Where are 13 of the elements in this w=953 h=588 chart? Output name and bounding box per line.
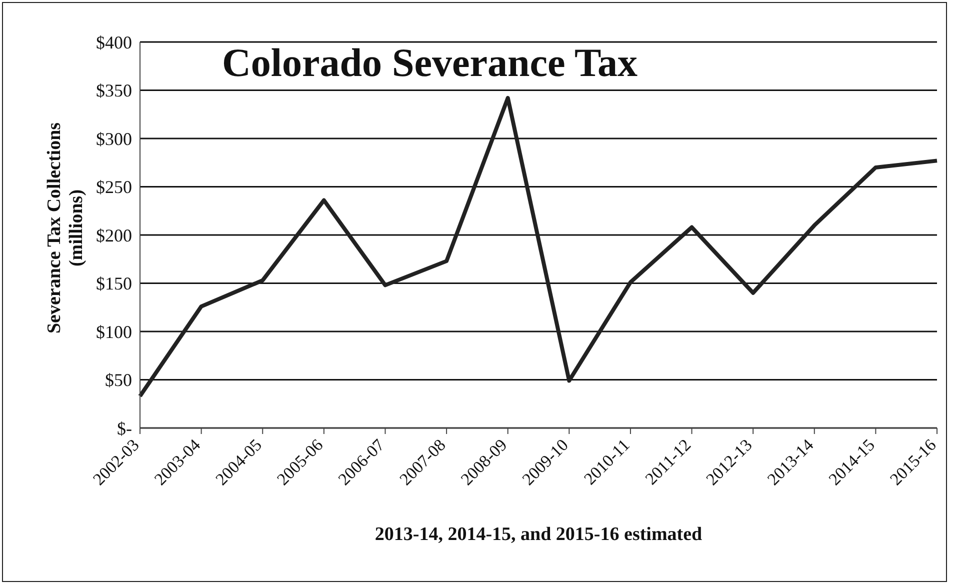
x-axis-title: 2013-14, 2014-15, and 2015-16 estimated bbox=[374, 524, 703, 545]
y-tick-label: $150 bbox=[96, 274, 132, 294]
y-axis-title: Severance Tax Collections (millions) bbox=[44, 122, 87, 334]
y-tick-label: $50 bbox=[105, 370, 132, 390]
chart-title: Colorado Severance Tax bbox=[222, 40, 638, 85]
y-tick-label: $- bbox=[117, 418, 132, 438]
y-tick-label: $100 bbox=[96, 322, 132, 342]
y-tick-label: $300 bbox=[96, 128, 132, 149]
y-tick-label: $200 bbox=[96, 225, 132, 246]
y-tick-label: $250 bbox=[96, 177, 132, 198]
y-tick-label: $400 bbox=[96, 32, 132, 52]
line-series bbox=[138, 96, 939, 398]
y-tick-label: $350 bbox=[96, 80, 132, 101]
